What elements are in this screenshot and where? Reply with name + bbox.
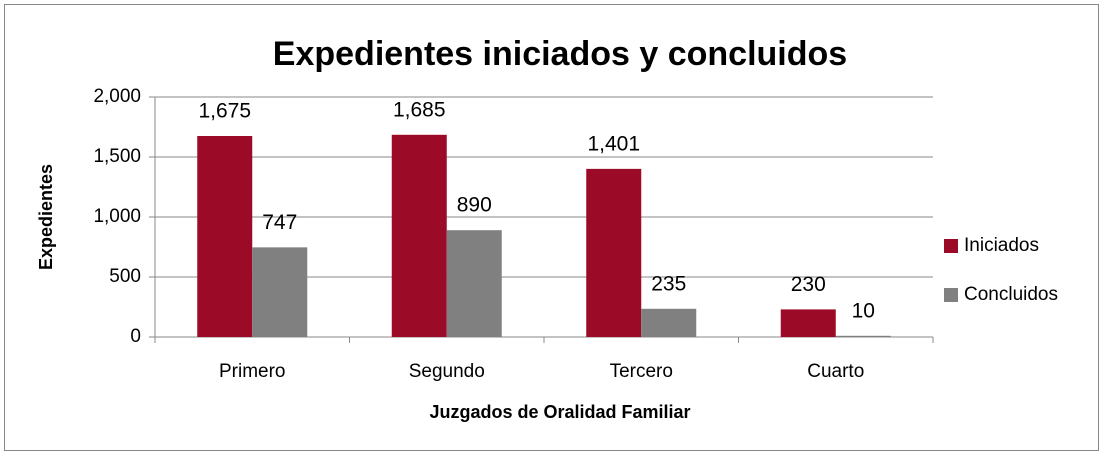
x-axis-label: Juzgados de Oralidad Familiar [429,402,690,422]
legend-label: Concluidos [964,284,1058,305]
data-label: 1,675 [198,100,251,123]
legend-swatch [944,288,958,302]
data-label: 10 [852,299,875,322]
bar [446,230,502,337]
chart-title: Expedientes iniciados y concluidos [273,35,847,73]
bar [835,335,891,337]
y-tick-label: 2,000 [93,86,141,107]
data-label: 747 [262,211,297,234]
x-tick-label: Segundo [409,361,485,382]
y-tick-label: 500 [109,266,141,287]
x-tick-label: Cuarto [807,361,864,382]
y-axis-label: Expedientes [36,164,56,270]
data-label: 890 [457,194,492,217]
data-label: 230 [791,273,826,296]
x-tick-label: Tercero [610,361,673,382]
y-tick-label: 1,000 [93,206,141,227]
bar [252,247,308,337]
legend-label: Iniciados [964,235,1039,256]
x-tick-label: Primero [219,361,286,382]
legend-swatch [944,239,958,253]
chart-frame [4,4,1099,451]
data-label: 1,401 [587,132,640,155]
bar [586,168,642,337]
data-label: 1,685 [393,98,446,121]
y-tick-label: 0 [130,326,141,347]
bar [641,308,697,337]
bar [780,309,836,337]
bar [197,136,253,337]
data-label: 235 [651,272,686,295]
y-tick-label: 1,500 [93,146,141,167]
bar [391,134,447,337]
